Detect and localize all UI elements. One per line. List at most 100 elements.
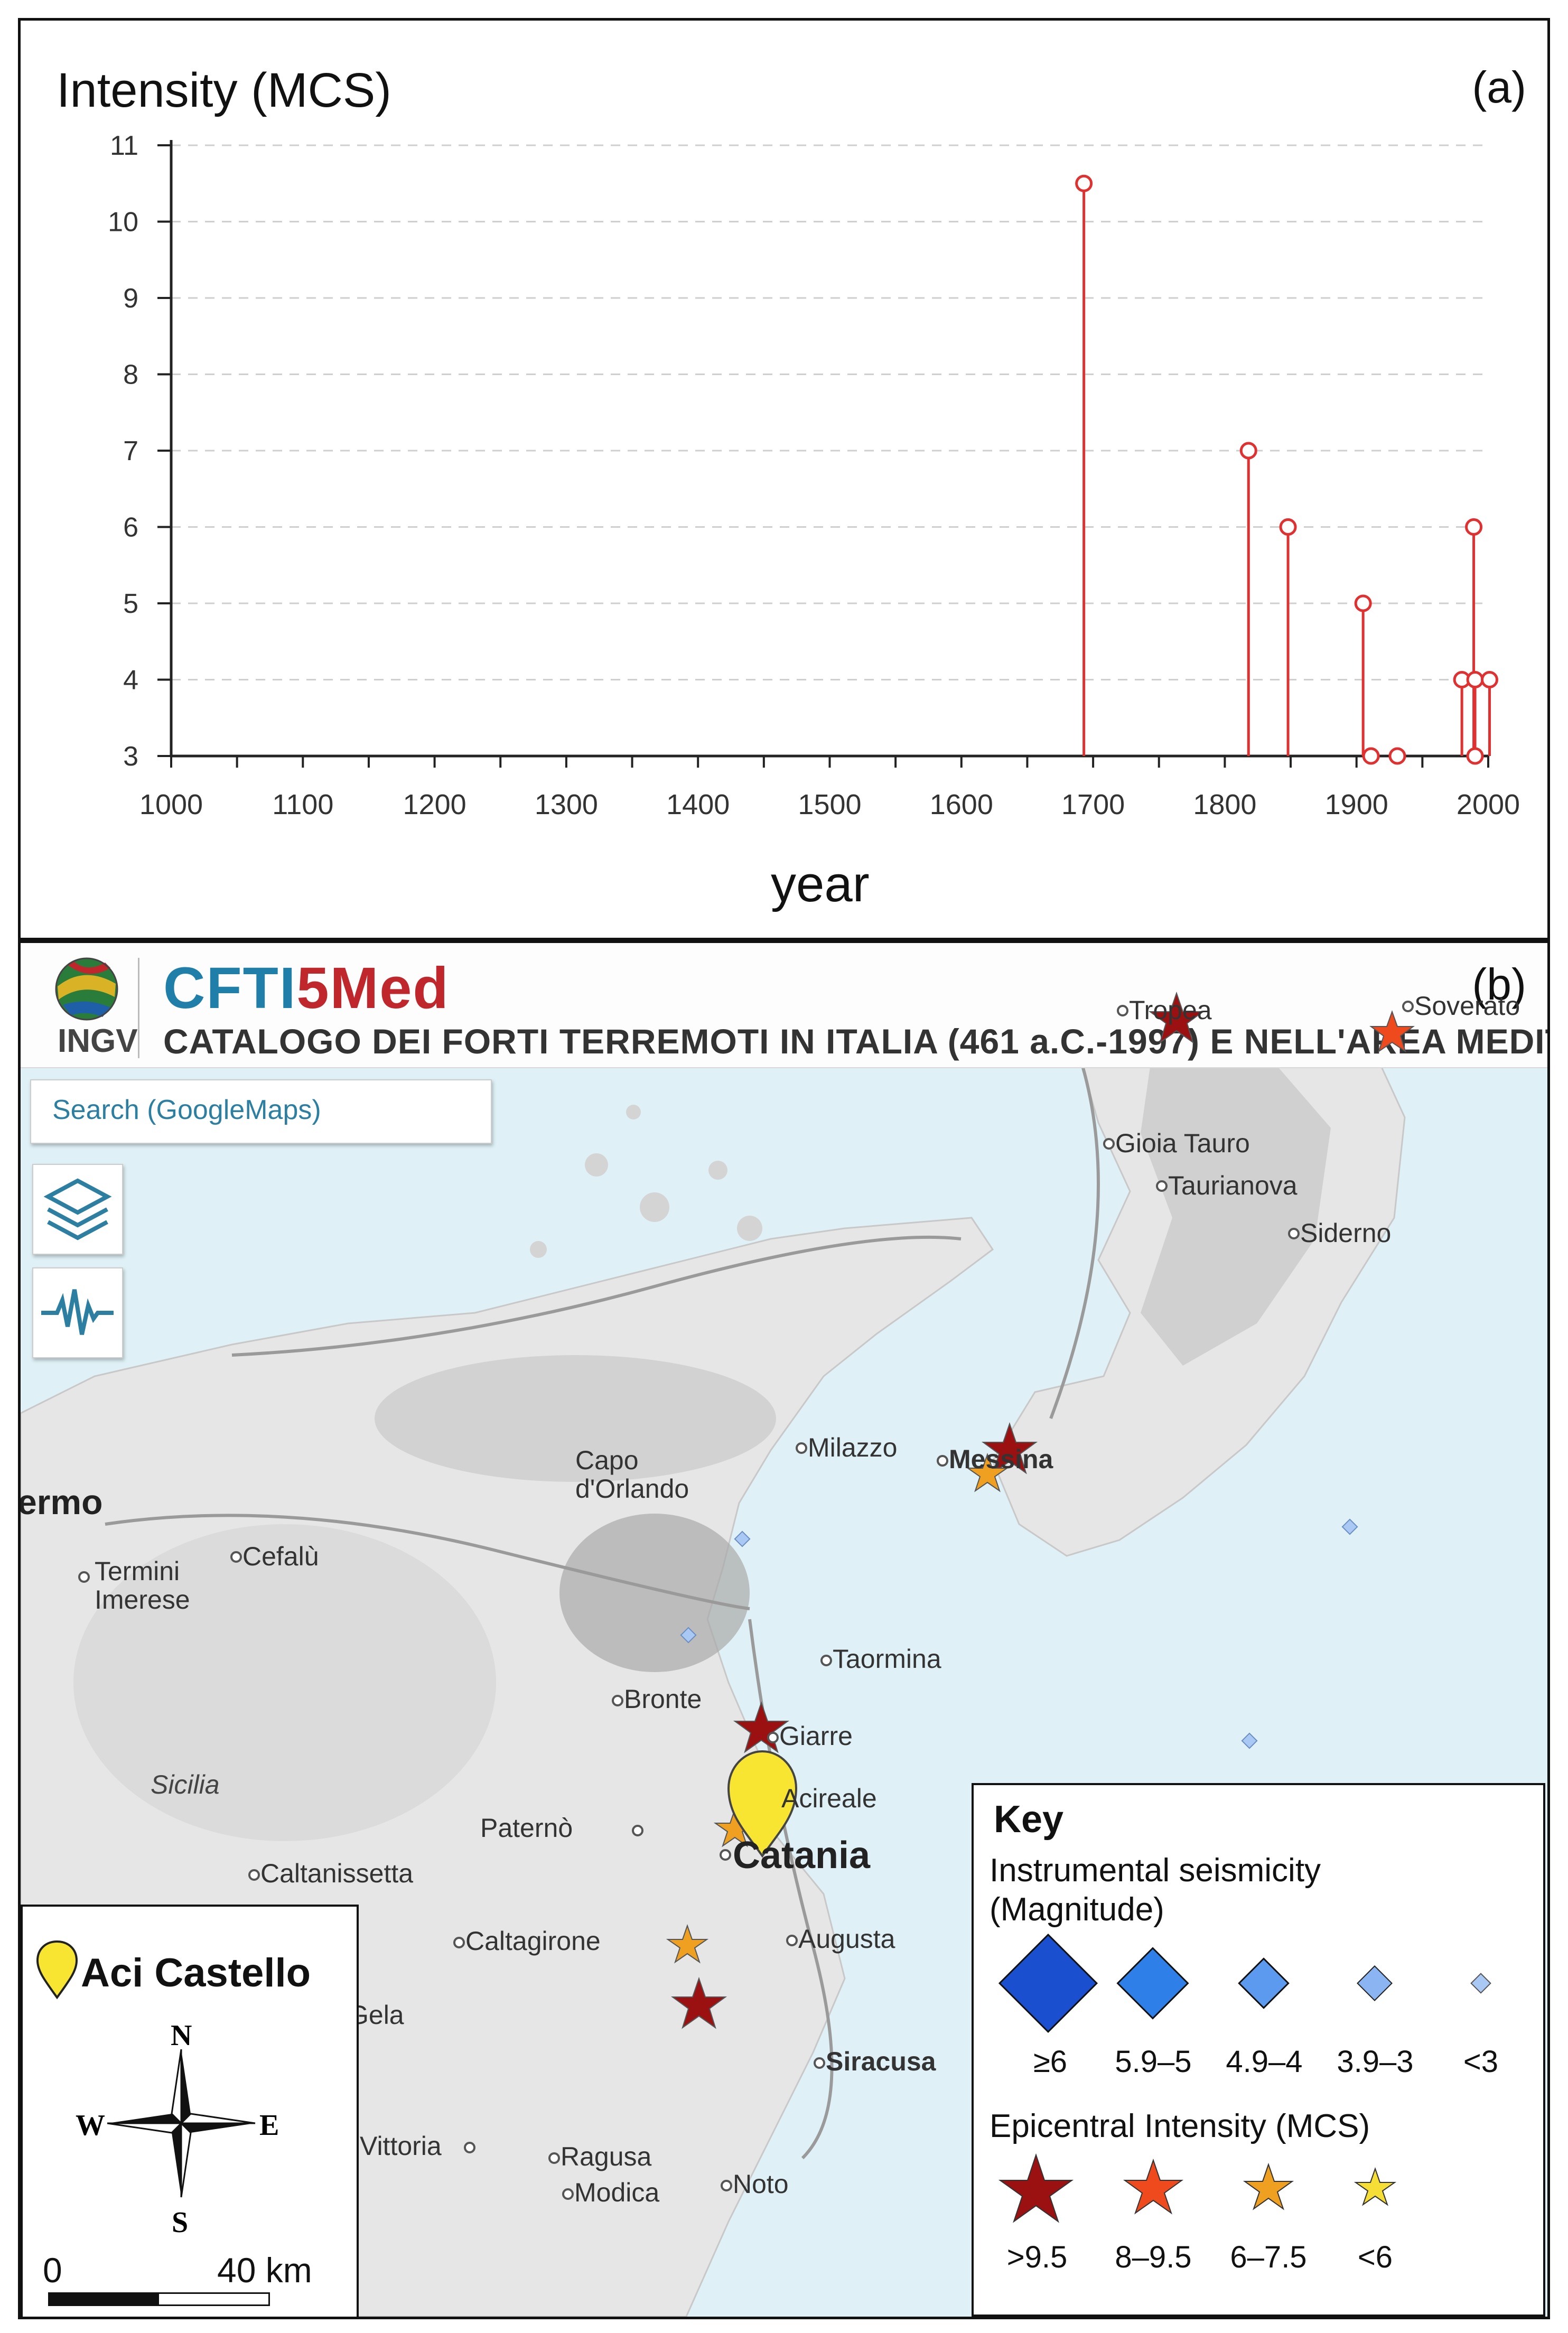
stem-point-9 [1466, 747, 1484, 765]
map-markers [78, 991, 1415, 2200]
compass-north: N [171, 2019, 192, 2052]
stem-point-1 [1239, 442, 1257, 460]
place-noto: Noto [733, 2169, 789, 2199]
compass-east: E [259, 2109, 279, 2142]
y-tick-label: 8 [123, 360, 138, 390]
star-marker [733, 1701, 790, 1753]
stem-point-0 [1075, 174, 1093, 192]
diamond-marker [734, 1531, 751, 1547]
int-label-0: >9.5 [1006, 2240, 1068, 2274]
star-marker [966, 1452, 1009, 1492]
star-marker [670, 1976, 727, 2029]
stem-point-2 [1279, 518, 1297, 536]
map-header [21, 943, 1547, 1068]
map-key: Key Instrumental seismicity (Magnitude) … [972, 1783, 1545, 2317]
key-title: Key [994, 1798, 1064, 1841]
place-modica: Modica [574, 2178, 660, 2207]
place-dorlando: d'Orlando [575, 1474, 689, 1504]
diamond-marker [680, 1627, 697, 1644]
brand-title-b: Med [330, 956, 450, 1021]
place-siderno: Siderno [1300, 1218, 1392, 1248]
seismogram-icon [41, 1289, 114, 1335]
x-tick-label: 1900 [1325, 789, 1388, 820]
seismogram-button[interactable] [32, 1267, 123, 1358]
y-tick-label: 6 [123, 512, 138, 543]
compass-rose-icon [107, 2049, 256, 2198]
y-tick-label: 7 [123, 436, 138, 466]
star-marker [981, 1422, 1038, 1475]
place-soverato: Soverato [1414, 991, 1520, 1021]
int-label-2: 6–7.5 [1230, 2240, 1307, 2274]
epicenter-star-giarre [733, 1701, 790, 1753]
search-label: Search (GoogleMaps) [52, 1095, 321, 1125]
chart-title: Intensity (MCS) [57, 63, 391, 117]
place-bronte: Bronte [624, 1684, 702, 1714]
stem-chart: 3 4 5 6 7 8 9 10 11 1000 1100 1200 1300 1400 1500 1600 1… [108, 130, 1520, 820]
place-cefalu: Cefalù [242, 1542, 319, 1571]
diamond-marker [1341, 1518, 1358, 1535]
x-tick-label: 1600 [930, 789, 993, 820]
scale-end: 40 km [217, 2251, 312, 2290]
key-epicentral-label: Epicentral Intensity (MCS) [990, 2108, 1370, 2144]
epicenter-star-messina [981, 1422, 1038, 1475]
epicenter-star-lentini [666, 1924, 709, 1964]
mag-label-0: ≥6 [1033, 2045, 1068, 2079]
header-divider [138, 958, 139, 1058]
diamond-marker [1241, 1732, 1258, 1749]
stem-point-8 [1466, 671, 1484, 688]
place-acireale: Acireale [781, 1784, 877, 1813]
stem-point-5 [1388, 747, 1406, 765]
place-paterno: Paternò [480, 1813, 573, 1843]
panel-letter-a: (a) [1472, 62, 1526, 112]
place-messina: Messina [949, 1444, 1053, 1474]
x-tick-label: 1400 [666, 789, 730, 820]
place-caltanissetta: Caltanissetta [260, 1859, 414, 1888]
x-tick-label: 1500 [798, 789, 861, 820]
search-box[interactable]: Search (GoogleMaps) [30, 1079, 492, 1144]
x-tick-label: 1000 [139, 789, 203, 820]
x-tick-label: 1800 [1193, 789, 1256, 820]
ingv-logo-text: INGV [58, 1023, 138, 1059]
x-tick-label: 1100 [272, 789, 333, 820]
stem-point-3 [1354, 594, 1372, 612]
place-taormina: Taormina [833, 1644, 941, 1674]
intensity-stars [998, 2153, 1397, 2223]
location-name: Aci Castello [81, 1951, 311, 1995]
star-6-7-5 [1243, 2162, 1294, 2210]
place-augusta: Augusta [798, 1924, 895, 1954]
place-palermo: ermo [18, 1482, 103, 1522]
map-panel: INGV CFTI5Med CATALOGO DEI FORTI TERREMO… [18, 940, 1550, 2319]
star-8-9-5 [1123, 2158, 1184, 2215]
diamond-3-4 [1357, 1965, 1393, 2001]
diamond-ge6 [998, 1933, 1098, 2033]
place-ragusa: Ragusa [561, 2142, 652, 2171]
place-taurianova: Taurianova [1168, 1171, 1298, 1200]
y-tick-label: 9 [123, 283, 138, 314]
place-tropea: Tropea [1129, 995, 1212, 1025]
place-caltagirone: Caltagirone [465, 1926, 601, 1956]
epicenter-star-messina-2 [966, 1452, 1009, 1492]
place-siracusa: Siracusa [826, 2047, 936, 2076]
epicenter-star-val-di-noto [670, 1976, 727, 2029]
x-tick-label: 1200 [403, 789, 466, 820]
globe-logo-icon [55, 957, 118, 1021]
compass-south: S [172, 2206, 189, 2239]
star-gt9-5 [998, 2153, 1074, 2223]
x-tick-label: 1700 [1061, 789, 1125, 820]
brand-title-a: CFTI [163, 956, 297, 1021]
y-tick-label: 11 [110, 130, 138, 161]
stem-point-4 [1362, 747, 1380, 765]
stem-point-7 [1465, 518, 1483, 536]
mag-label-2: 4.9–4 [1226, 2045, 1303, 2079]
y-tick-label: 5 [123, 589, 138, 619]
place-catania: Catania [733, 1834, 871, 1877]
diamond-5-6 [1116, 1947, 1189, 2020]
aci-castello-pin [727, 1750, 798, 1858]
mag-label-1: 5.9–5 [1115, 2045, 1192, 2079]
place-sicilia: Sicilia [151, 1770, 220, 1799]
y-tick-label: 4 [123, 665, 138, 696]
location-box: Aci Castello N S W E 0 40 km [21, 1905, 359, 2317]
diamond-4-5 [1238, 1957, 1290, 2009]
layers-button[interactable] [32, 1164, 123, 1255]
key-instrumental-label: Instrumental seismicity [990, 1852, 1321, 1889]
